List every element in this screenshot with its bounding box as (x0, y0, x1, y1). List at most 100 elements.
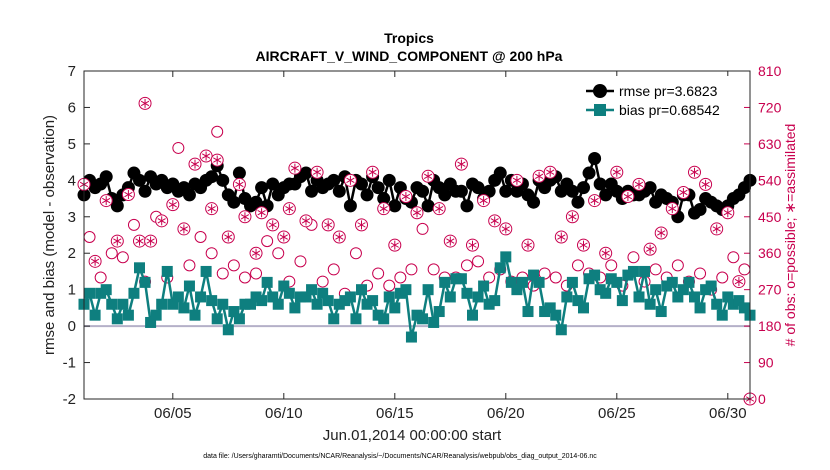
obs-assimilated-point (144, 234, 158, 248)
obs-assimilated-point (210, 153, 224, 167)
bias-point (217, 298, 229, 310)
rmse-point (266, 177, 280, 191)
bias-point (622, 269, 634, 281)
obs-assimilated-spoke (390, 242, 399, 248)
bias-point (389, 302, 401, 314)
legend-box (580, 76, 743, 124)
bias-point (306, 284, 318, 296)
bias-point (539, 306, 551, 318)
bias-point (444, 291, 456, 303)
bias-point (256, 295, 268, 307)
bias-point (528, 269, 540, 281)
obs-assimilated-point (121, 188, 135, 202)
obs-possible-point (216, 267, 229, 280)
y-right-tick-label: 270 (758, 282, 782, 298)
obs-assimilated-point (610, 165, 624, 179)
obs-assimilated-point (588, 194, 602, 208)
rmse-point (527, 195, 541, 209)
x-tick-label: 06/30 (709, 405, 747, 422)
obs-assimilated-point (510, 173, 524, 187)
obs-assimilated-spoke (224, 234, 233, 240)
rmse-point (588, 151, 602, 165)
bias-point (489, 295, 501, 307)
bias-point (139, 276, 151, 288)
bias-point (350, 313, 362, 325)
obs-assimilated-point (343, 173, 357, 187)
obs-possible-point (694, 267, 707, 280)
rmse-point (460, 199, 474, 213)
y-right-tick-label: 90 (758, 355, 774, 371)
obs-assimilated-point (543, 165, 557, 179)
rmse-point (593, 177, 607, 191)
bias-point (700, 284, 712, 296)
x-axis-label: Jun.01,2014 00:00:00 start (323, 427, 502, 444)
obs-assimilated-spoke (346, 177, 355, 184)
obs-assimilated-point (688, 165, 701, 179)
rmse-point (305, 184, 319, 198)
obs-possible-point (727, 251, 740, 264)
obs-assimilated-point (355, 218, 368, 232)
bias-point (411, 309, 423, 321)
obs-assimilated-point (133, 234, 146, 248)
obs-assimilated-spoke (146, 238, 155, 244)
obs-assimilated-point (565, 210, 579, 224)
bias-point (566, 276, 578, 288)
y-axis-right-label: # of obs: o=possible; ∗=assimilated (782, 124, 798, 347)
bias-point (711, 298, 723, 310)
chart-subtitle: AIRCRAFT_V_WIND_COMPONENT @ 200 hPa (256, 48, 563, 64)
obs-assimilated-spoke (668, 205, 677, 212)
bias-point (605, 273, 617, 285)
x-tick-label: 06/05 (154, 405, 192, 422)
bias-point (644, 298, 656, 310)
bias-point (433, 306, 445, 318)
bias-point (228, 306, 240, 318)
rmse-point (382, 173, 396, 187)
obs-possible-point (183, 259, 196, 272)
y-tick-label: 4 (68, 172, 76, 189)
left-tick-labels: -2 -1 0 1 2 3 4 5 6 7 (63, 63, 76, 408)
obs-assimilated-spoke (235, 181, 244, 188)
bias-point (322, 295, 334, 307)
bias-point (272, 298, 284, 310)
obs-assimilated-spoke (546, 169, 555, 175)
bias-point (333, 298, 345, 310)
bias-point (289, 302, 301, 314)
obs-possible-point (127, 218, 140, 231)
y-axis-label: rmse and bias (model - observation) (41, 115, 58, 355)
obs-assimilated-spoke (479, 197, 488, 204)
bias-point (367, 295, 379, 307)
rmse-point (216, 173, 230, 187)
rmse-point (599, 188, 613, 202)
obs-assimilated-spoke (335, 234, 344, 240)
y-tick-label: 6 (68, 99, 76, 116)
bias-point (727, 298, 739, 310)
rmse-point (232, 166, 246, 180)
bias-point (422, 284, 434, 296)
y-tick-label: 7 (68, 63, 76, 80)
obs-possible-point (211, 125, 224, 138)
obs-possible-point (294, 255, 307, 268)
bias-point (222, 324, 234, 336)
obs-assimilated-point (721, 206, 735, 220)
obs-assimilated-point (321, 218, 335, 232)
obs-assimilated-spoke (124, 191, 133, 198)
x-tick-label: 06/15 (376, 405, 414, 422)
obs-possible-point (372, 267, 385, 280)
obs-assimilated-spoke (357, 222, 366, 228)
obs-assimilated-spoke (446, 238, 455, 244)
obs-assimilated-point (99, 194, 113, 208)
rmse-point (493, 166, 507, 180)
x-tick-labels: 06/05 06/10 06/15 06/20 06/25 06/30 (154, 405, 747, 422)
bias-point (233, 313, 245, 325)
rmse-point (299, 166, 313, 180)
rmse-point (454, 184, 468, 198)
bias-point (400, 284, 412, 296)
y-right-tick-label: 180 (758, 318, 782, 334)
bias-point (156, 298, 168, 310)
obs-assimilated-point (188, 157, 202, 171)
bias-point (95, 287, 107, 299)
obs-assimilated-point (732, 275, 746, 289)
obs-assimilated-spoke (557, 234, 566, 240)
bias-point (500, 251, 512, 263)
